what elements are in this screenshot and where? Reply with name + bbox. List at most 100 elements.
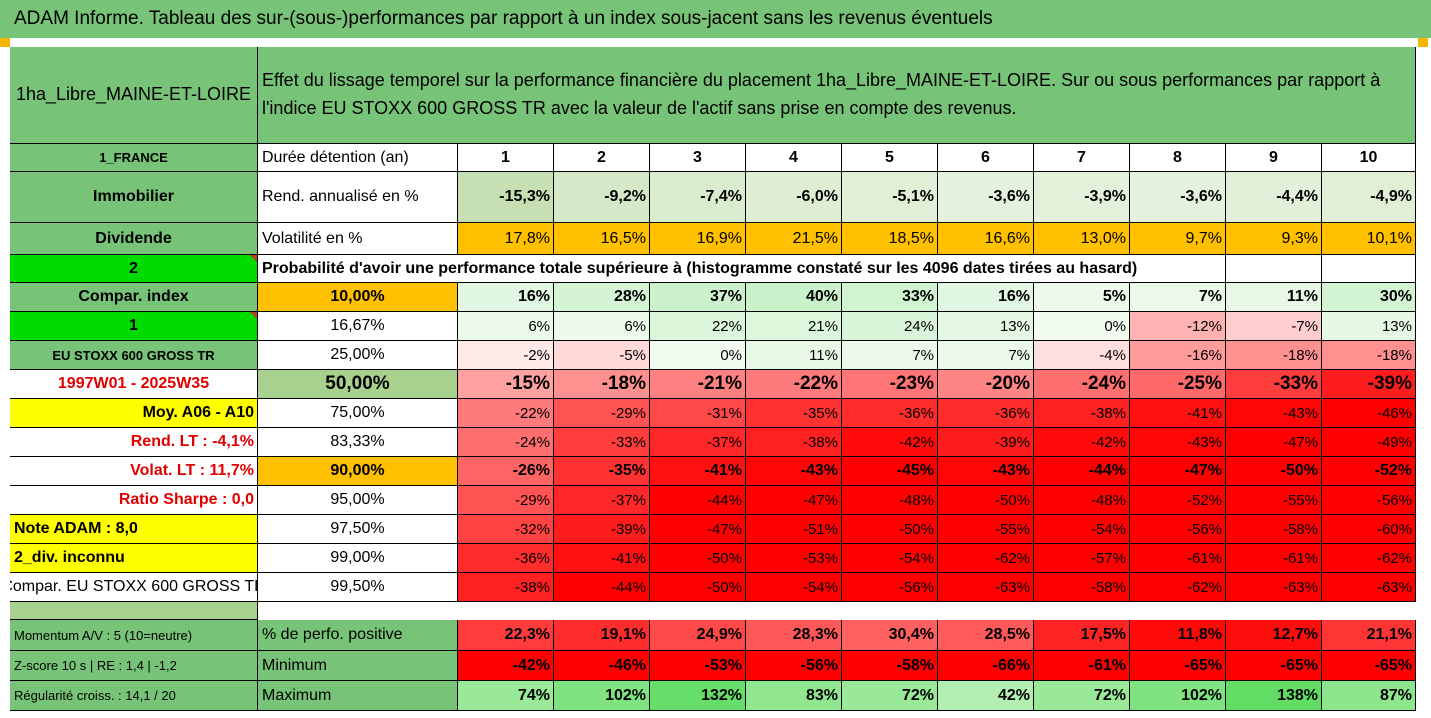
volat-value: 13,0% xyxy=(1034,223,1130,255)
volat-value: 16,9% xyxy=(650,223,746,255)
stats-side-label: Régularité croiss. : 14,1 / 20 xyxy=(10,681,258,711)
quantile-value: 30% xyxy=(1322,283,1416,312)
quantile-label: 25,00% xyxy=(258,341,458,370)
quantile-value: -36% xyxy=(458,544,554,573)
quantile-value: -38% xyxy=(1034,399,1130,428)
quantile-value: -52% xyxy=(1130,486,1226,515)
income-type-label: Dividende xyxy=(10,223,258,255)
stats-value: 11,8% xyxy=(1130,620,1226,651)
quantile-value: -47% xyxy=(650,515,746,544)
stats-value: -42% xyxy=(458,651,554,681)
volat-value: 17,8% xyxy=(458,223,554,255)
spacer-cell xyxy=(10,602,258,620)
quantile-value: -50% xyxy=(650,544,746,573)
stats-value: 12,7% xyxy=(1226,620,1322,651)
stats-label: Minimum xyxy=(258,651,458,681)
quantile-value: -56% xyxy=(1322,486,1416,515)
quantile-value: -54% xyxy=(1034,515,1130,544)
quantile-value: -43% xyxy=(938,457,1034,486)
rend-value: -15,3% xyxy=(458,172,554,223)
quantile-value: -55% xyxy=(938,515,1034,544)
side-label: Moy. A06 - A10 xyxy=(10,399,258,428)
stats-value: 42% xyxy=(938,681,1034,711)
quantile-value: -16% xyxy=(1130,341,1226,370)
quantile-value: -52% xyxy=(1322,457,1416,486)
quantile-value: -57% xyxy=(1034,544,1130,573)
quantile-value: -25% xyxy=(1130,370,1226,399)
quantile-value: -18% xyxy=(1226,341,1322,370)
quantile-value: -36% xyxy=(842,399,938,428)
quantile-value: -63% xyxy=(1322,573,1416,602)
quantile-value: -36% xyxy=(938,399,1034,428)
quantile-value: -31% xyxy=(650,399,746,428)
report-banner-title: ADAM Informe. Tableau des sur-(sous-)per… xyxy=(0,0,1431,38)
quantile-value: -55% xyxy=(1226,486,1322,515)
rend-value: -3,9% xyxy=(1034,172,1130,223)
stats-value: -65% xyxy=(1322,651,1416,681)
side-label: 1997W01 - 2025W35 xyxy=(10,370,258,399)
quantile-value: -62% xyxy=(938,544,1034,573)
stats-value: 28,5% xyxy=(938,620,1034,651)
stats-value: 132% xyxy=(650,681,746,711)
quantile-label: 16,67% xyxy=(258,312,458,341)
volat-value: 21,5% xyxy=(746,223,842,255)
stats-value: 17,5% xyxy=(1034,620,1130,651)
quantile-value: -41% xyxy=(1130,399,1226,428)
quantile-label: 10,00% xyxy=(258,283,458,312)
corner-marker-right xyxy=(1418,38,1428,47)
quantile-value: -54% xyxy=(842,544,938,573)
quantile-value: -37% xyxy=(554,486,650,515)
quantile-value: 7% xyxy=(1130,283,1226,312)
year-header: 5 xyxy=(842,144,938,172)
year-header: 8 xyxy=(1130,144,1226,172)
quantile-value: -5% xyxy=(554,341,650,370)
quantile-value: -39% xyxy=(1322,370,1416,399)
quantile-value: -15% xyxy=(458,370,554,399)
rend-value: -3,6% xyxy=(938,172,1034,223)
year-header: 4 xyxy=(746,144,842,172)
quantile-label: 95,00% xyxy=(258,486,458,515)
side-label: Compar. EU STOXX 600 GROSS TR xyxy=(10,573,258,602)
quantile-value: -58% xyxy=(1034,573,1130,602)
quantile-value: -7% xyxy=(1226,312,1322,341)
quantile-value: -42% xyxy=(1034,428,1130,457)
quantile-value: -26% xyxy=(458,457,554,486)
code-a-label: 2 xyxy=(10,255,258,283)
quantile-value: 13% xyxy=(1322,312,1416,341)
country-label: 1_FRANCE xyxy=(10,144,258,172)
quantile-value: -47% xyxy=(1130,457,1226,486)
volat-value: 10,1% xyxy=(1322,223,1416,255)
volat-value: 16,6% xyxy=(938,223,1034,255)
empty-cell xyxy=(1226,255,1322,283)
quantile-value: -50% xyxy=(650,573,746,602)
quantile-value: -54% xyxy=(746,573,842,602)
quantile-value: -18% xyxy=(554,370,650,399)
quantile-value: 7% xyxy=(842,341,938,370)
quantile-value: -22% xyxy=(458,399,554,428)
quantile-value: -47% xyxy=(1226,428,1322,457)
quantile-value: 28% xyxy=(554,283,650,312)
quantile-value: -63% xyxy=(938,573,1034,602)
quantile-value: 33% xyxy=(842,283,938,312)
quantile-value: -50% xyxy=(938,486,1034,515)
duree-label: Durée détention (an) xyxy=(258,144,458,172)
quantile-value: -21% xyxy=(650,370,746,399)
quantile-value: 11% xyxy=(746,341,842,370)
quantile-value: 7% xyxy=(938,341,1034,370)
quantile-value: -50% xyxy=(1226,457,1322,486)
quantile-value: 22% xyxy=(650,312,746,341)
quantile-value: -24% xyxy=(458,428,554,457)
stats-value: -65% xyxy=(1130,651,1226,681)
stats-value: 24,9% xyxy=(650,620,746,651)
quantile-value: 6% xyxy=(554,312,650,341)
quantile-value: 0% xyxy=(1034,312,1130,341)
quantile-value: -2% xyxy=(458,341,554,370)
stats-value: 74% xyxy=(458,681,554,711)
rend-value: -5,1% xyxy=(842,172,938,223)
year-header: 6 xyxy=(938,144,1034,172)
quantile-value: -35% xyxy=(746,399,842,428)
rend-value: -4,9% xyxy=(1322,172,1416,223)
quantile-value: -49% xyxy=(1322,428,1416,457)
quantile-value: -61% xyxy=(1226,544,1322,573)
year-header: 1 xyxy=(458,144,554,172)
